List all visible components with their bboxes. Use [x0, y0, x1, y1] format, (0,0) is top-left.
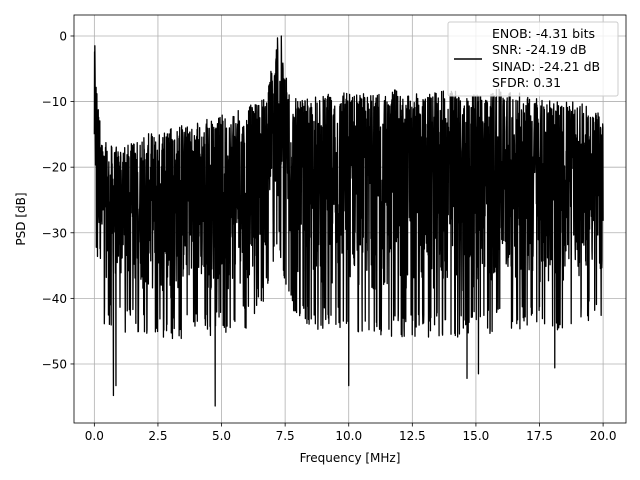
y-axis-label: PSD [dB] [14, 192, 28, 245]
series-psd [93, 35, 604, 407]
legend-enob: ENOB: -4.31 bits [492, 26, 595, 41]
legend-sinad: SINAD: -24.21 dB [492, 59, 600, 74]
x-tick-label: 15.0 [463, 429, 490, 443]
x-tick-label: 12.5 [399, 429, 426, 443]
y-tick-label: −10 [42, 95, 67, 109]
y-tick-label: −30 [42, 226, 67, 240]
y-tick-label: 0 [59, 29, 67, 43]
y-axis-ticks: 0 −10 −20 −30 −40 −50 [42, 29, 74, 371]
legend-sfdr: SFDR: 0.31 [492, 75, 561, 90]
x-tick-label: 17.5 [526, 429, 553, 443]
x-axis-label: Frequency [MHz] [300, 451, 401, 465]
x-tick-label: 2.5 [148, 429, 167, 443]
legend-snr: SNR: -24.19 dB [492, 42, 587, 57]
x-tick-label: 5.0 [212, 429, 231, 443]
legend-box [447, 21, 619, 97]
x-tick-label: 0.0 [85, 429, 104, 443]
x-tick-label: 7.5 [276, 429, 295, 443]
psd-trace [93, 35, 604, 407]
legend: ENOB: -4.31 bits SNR: -24.19 dB SINAD: -… [447, 21, 619, 97]
plot-frame [73, 14, 627, 424]
y-tick-label: −20 [42, 161, 67, 175]
x-axis-ticks: 0.0 2.5 5.0 7.5 10.0 12.5 15.0 17.5 20.0 [85, 423, 617, 443]
x-tick-label: 10.0 [335, 429, 362, 443]
y-tick-label: −40 [42, 292, 67, 306]
x-tick-label: 20.0 [590, 429, 617, 443]
y-tick-label: −50 [42, 357, 67, 371]
